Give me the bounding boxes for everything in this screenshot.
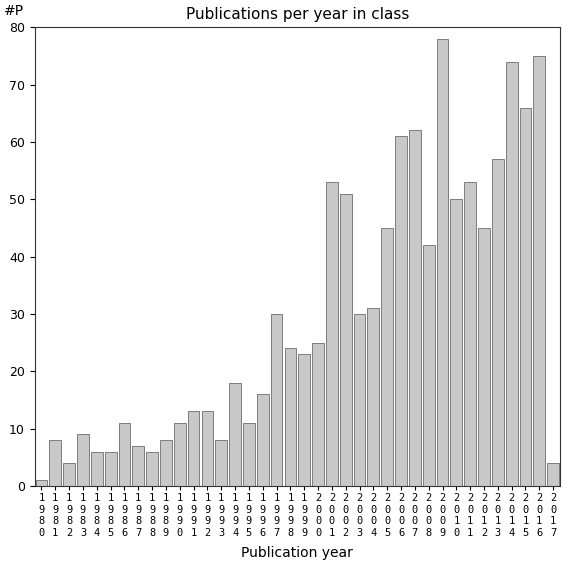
Bar [243, 423, 255, 486]
Bar [257, 394, 269, 486]
Bar [534, 56, 545, 486]
Bar [105, 451, 116, 486]
Bar [506, 62, 518, 486]
Bar [423, 245, 434, 486]
Bar [312, 342, 324, 486]
Bar [326, 182, 338, 486]
Bar [437, 39, 448, 486]
Bar [64, 463, 75, 486]
Bar [119, 423, 130, 486]
Bar [160, 440, 172, 486]
Bar [450, 199, 462, 486]
Bar [478, 228, 490, 486]
Bar [146, 451, 158, 486]
Bar [229, 383, 241, 486]
Bar [519, 108, 531, 486]
Y-axis label: #P: #P [3, 4, 24, 18]
Bar [395, 136, 407, 486]
Bar [382, 228, 393, 486]
Bar [340, 193, 352, 486]
Bar [354, 314, 365, 486]
Bar [91, 451, 103, 486]
Bar [464, 182, 476, 486]
Bar [215, 440, 227, 486]
Bar [270, 314, 282, 486]
Bar [298, 354, 310, 486]
Bar [547, 463, 559, 486]
Bar [188, 412, 200, 486]
Bar [174, 423, 185, 486]
Bar [49, 440, 61, 486]
Bar [492, 159, 503, 486]
Bar [133, 446, 144, 486]
Title: Publications per year in class: Publications per year in class [185, 7, 409, 22]
Bar [77, 434, 89, 486]
Bar [201, 412, 213, 486]
Bar [367, 308, 379, 486]
Bar [285, 348, 297, 486]
Bar [36, 480, 48, 486]
Bar [409, 130, 421, 486]
X-axis label: Publication year: Publication year [242, 546, 353, 560]
